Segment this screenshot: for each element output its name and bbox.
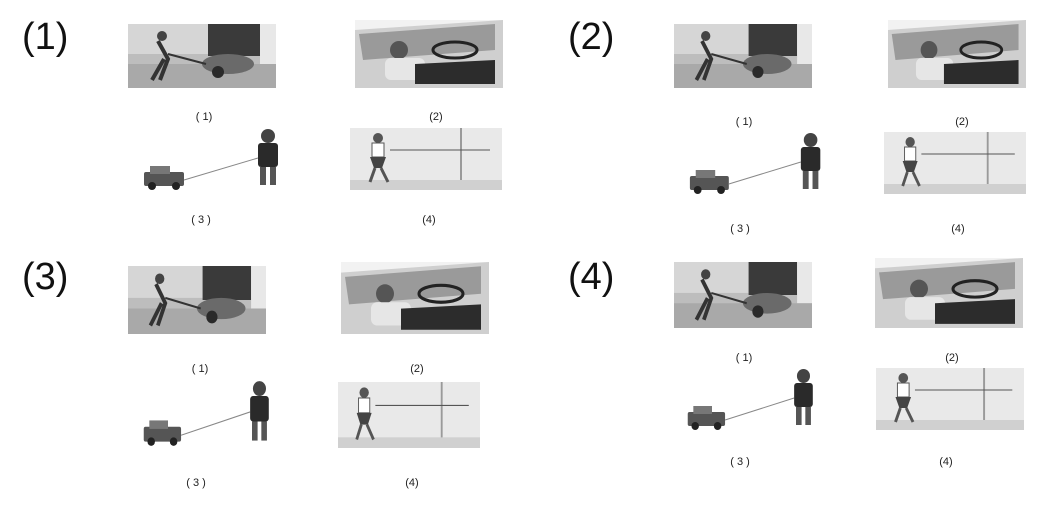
- image-girl-rope: [338, 382, 480, 448]
- panel-3-label: (3): [22, 256, 69, 298]
- image-boy-truck: [686, 130, 832, 196]
- panel-2-caption-1: ( 1): [735, 116, 753, 128]
- image-girl-rope: [884, 132, 1026, 194]
- image-boy-truck: [140, 126, 290, 192]
- image-wheelbarrow: [128, 24, 276, 88]
- panel-2-caption-4: (4): [951, 223, 965, 235]
- panel-4-caption-3: ( 3 ): [730, 456, 750, 468]
- panel-1-caption-4: (4): [422, 214, 436, 226]
- image-wheelbarrow: [128, 266, 266, 334]
- image-wheelbarrow: [674, 262, 812, 328]
- panel-3-caption-2: (2): [410, 363, 424, 375]
- image-girl-rope: [876, 368, 1024, 430]
- panel-2-label: (2): [568, 16, 615, 58]
- panel-4-label: (4): [568, 256, 615, 298]
- panel-3-caption-4: (4): [405, 477, 419, 489]
- panel-2-caption-2: (2): [955, 116, 969, 128]
- panel-1-label: (1): [22, 16, 69, 58]
- panel-4-caption-1: ( 1): [735, 352, 753, 364]
- panel-3-caption-3: ( 3 ): [186, 477, 206, 489]
- panel-1-caption-2: (2): [429, 111, 443, 123]
- image-girl-rope: [350, 128, 502, 190]
- panel-2-caption-3: ( 3 ): [730, 223, 750, 235]
- panel-3-caption-1: ( 1): [191, 363, 209, 375]
- panel-1-caption-3: ( 3 ): [191, 214, 211, 226]
- image-car-seat: [888, 20, 1026, 88]
- image-boy-truck: [140, 378, 280, 448]
- image-car-seat: [355, 20, 503, 88]
- panel-1-caption-1: ( 1): [195, 111, 213, 123]
- image-car-seat: [341, 262, 489, 334]
- image-wheelbarrow: [674, 24, 812, 88]
- image-car-seat: [875, 258, 1023, 328]
- image-boy-truck: [684, 366, 824, 432]
- panel-4-caption-2: (2): [945, 352, 959, 364]
- panel-4-caption-4: (4): [939, 456, 953, 468]
